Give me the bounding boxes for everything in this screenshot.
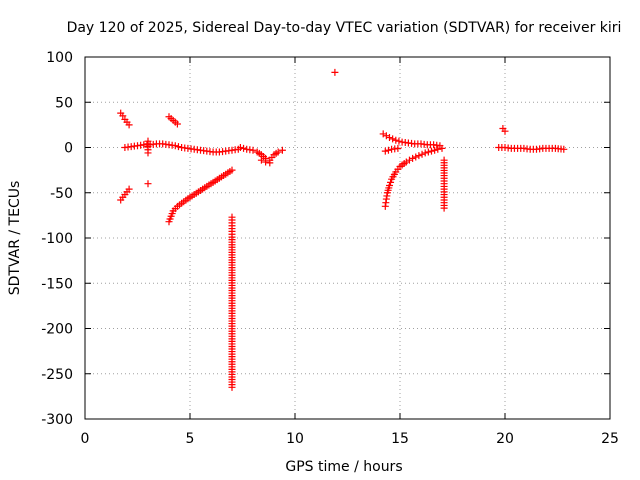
y-axis: -300 -250 -200 -150 -100 -50 0 50 100	[41, 50, 610, 428]
data-point	[274, 148, 282, 156]
data-point	[382, 132, 390, 140]
data-point	[262, 158, 270, 166]
data-point	[394, 144, 402, 152]
data-point	[434, 145, 442, 153]
data-point	[421, 149, 429, 157]
data-point	[386, 182, 393, 190]
data-point	[431, 146, 439, 154]
data-point	[418, 150, 426, 158]
data-point	[257, 156, 265, 164]
data-point	[171, 142, 179, 150]
data-point	[440, 204, 448, 212]
data-point	[405, 156, 413, 164]
data-point	[144, 149, 152, 157]
x-tick-label: 5	[186, 431, 195, 447]
grid-lines	[85, 57, 610, 419]
data-point	[501, 127, 509, 135]
data-point	[560, 145, 568, 153]
data-point	[409, 154, 417, 162]
y-tick-label: -150	[41, 276, 73, 292]
data-point	[144, 180, 152, 188]
data-point	[125, 121, 133, 129]
x-tick-label: 15	[391, 431, 409, 447]
data-point	[386, 134, 393, 142]
x-tick-label: 10	[286, 431, 304, 447]
y-tick-label: -250	[41, 367, 73, 383]
plot-area-border	[84, 56, 611, 420]
data-point	[438, 144, 446, 152]
data-point	[266, 159, 274, 167]
data-point	[236, 144, 244, 151]
x-tick-label: 20	[496, 431, 514, 447]
data-point	[412, 153, 420, 161]
data-point	[228, 166, 236, 174]
data-point	[174, 143, 182, 151]
y-tick-label: -200	[41, 322, 73, 338]
data-point	[381, 147, 389, 155]
data-point	[331, 68, 339, 76]
data-point	[384, 146, 392, 154]
data-point	[125, 185, 133, 193]
data-point	[424, 148, 432, 156]
data-point	[387, 178, 395, 186]
x-axis: 0 5 10 15 20 25	[81, 57, 619, 447]
x-axis-label: GPS time / hours	[285, 459, 402, 475]
data-point	[389, 135, 397, 143]
y-tick-label: 50	[55, 95, 73, 111]
data-points	[117, 68, 568, 391]
x-tick-label: 0	[81, 431, 90, 447]
y-tick-label: -50	[50, 186, 73, 202]
y-tick-label: 100	[46, 50, 73, 66]
y-axis-label: SDTVAR / TECUs	[7, 181, 23, 296]
data-point	[428, 147, 435, 155]
data-point	[240, 144, 248, 152]
data-point	[392, 136, 400, 144]
data-point	[249, 146, 257, 154]
y-tick-label: -300	[41, 412, 73, 428]
y-tick-label: 0	[64, 141, 73, 157]
data-point	[379, 130, 387, 138]
chart-title: Day 120 of 2025, Sidereal Day-to-day VTE…	[67, 20, 622, 36]
x-tick-label: 25	[601, 431, 619, 447]
data-point	[415, 152, 423, 160]
data-point	[119, 112, 127, 120]
y-tick-label: -100	[41, 231, 73, 247]
data-point	[395, 137, 403, 145]
data-point	[173, 120, 181, 128]
data-point	[228, 383, 236, 391]
data-point	[278, 146, 286, 154]
